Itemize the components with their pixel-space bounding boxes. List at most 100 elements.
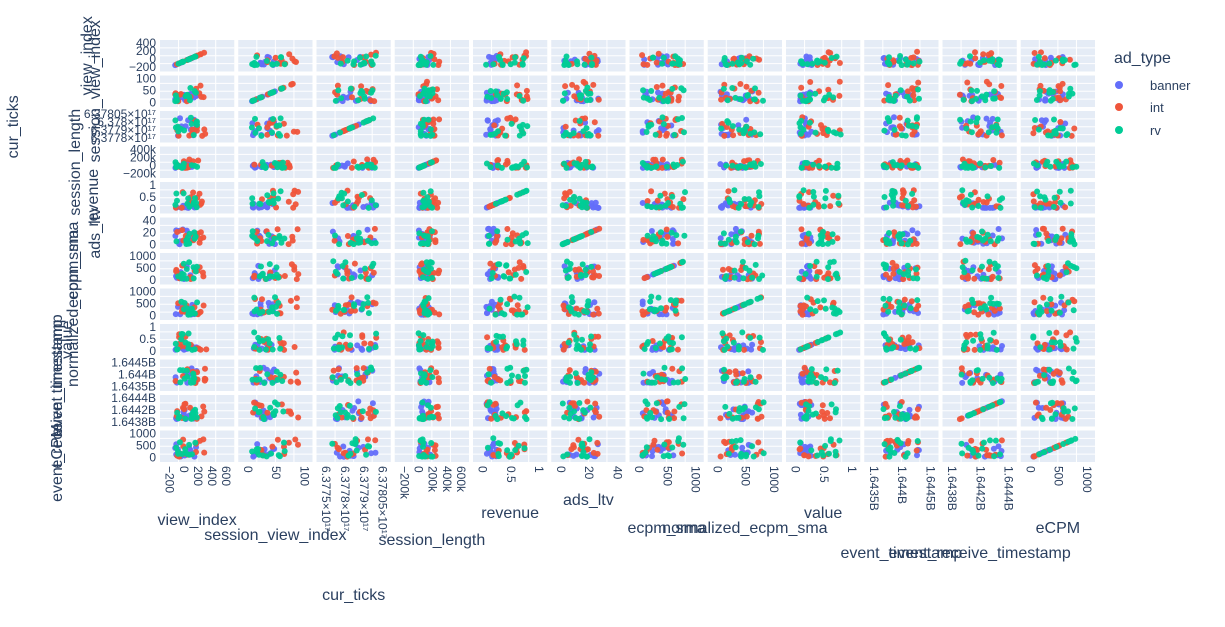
point-rv: [1046, 330, 1053, 336]
point-rv: [748, 199, 755, 206]
point-rv: [190, 132, 197, 138]
point-int: [487, 260, 494, 267]
point-rv: [253, 306, 260, 313]
point-rv: [1051, 194, 1058, 201]
point-int: [281, 273, 288, 279]
point-rv: [731, 187, 738, 194]
point-rv: [498, 164, 505, 171]
point-rv: [421, 372, 428, 379]
point-rv: [271, 235, 278, 242]
point-rv: [995, 301, 1002, 307]
point-banner: [803, 53, 810, 60]
panel-cur_ticks-vs-value: [786, 111, 861, 143]
point-rv: [365, 299, 372, 306]
panel-session_length-vs-ecpm_sma: [629, 146, 704, 178]
point-int: [497, 377, 504, 384]
panel-revenue-vs-ecpm_sma: [629, 182, 704, 214]
point-rv: [968, 87, 975, 94]
point-rv: [370, 115, 377, 122]
point-rv: [741, 126, 748, 133]
point-rv: [516, 294, 523, 301]
point-rv: [837, 131, 844, 138]
point-rv: [1072, 335, 1079, 342]
point-int: [562, 123, 569, 130]
point-banner: [987, 119, 994, 126]
point-rv: [720, 338, 727, 345]
point-rv: [330, 258, 337, 265]
point-rv: [515, 373, 522, 380]
point-rv: [588, 54, 595, 61]
panel-session_length-vs-event_timestamp: [864, 146, 939, 178]
point-int: [998, 132, 1005, 139]
point-rv: [488, 379, 495, 386]
point-int: [508, 307, 515, 314]
point-rv: [264, 192, 271, 199]
panel-session_view_index-vs-value: [786, 75, 861, 107]
point-rv: [881, 127, 888, 134]
point-int: [433, 369, 440, 376]
point-rv: [492, 200, 499, 207]
point-rv: [330, 132, 337, 139]
point-rv: [888, 345, 895, 352]
point-rv: [995, 235, 1002, 242]
point-rv: [277, 371, 284, 378]
point-rv: [643, 129, 650, 135]
point-rv: [812, 90, 819, 97]
point-rv: [264, 238, 270, 245]
point-int: [569, 81, 576, 88]
point-rv: [673, 297, 679, 304]
point-banner: [717, 204, 724, 210]
point-rv: [732, 305, 739, 312]
point-rv: [907, 305, 914, 312]
point-int: [720, 266, 726, 273]
point-rv: [1030, 240, 1037, 247]
point-rv: [194, 299, 201, 306]
point-rv: [338, 376, 344, 383]
point-int: [590, 81, 597, 88]
point-rv: [1070, 264, 1077, 270]
point-int: [964, 60, 971, 67]
point-int: [293, 304, 300, 311]
point-rv: [516, 132, 523, 139]
point-rv: [656, 340, 663, 347]
point-rv: [258, 263, 264, 270]
point-rv: [1032, 117, 1039, 123]
point-rv: [807, 306, 814, 313]
panel-ads_ltv-vs-ads_ltv: [551, 217, 626, 249]
point-rv: [664, 98, 671, 105]
point-rv: [357, 90, 364, 97]
point-rv: [812, 129, 819, 136]
panel-ecpm_sma-vs-cur_ticks: [316, 253, 391, 285]
panel-session_length-vs-normalized_ecpm_sma: [707, 146, 782, 178]
point-int: [807, 79, 814, 85]
point-rv: [644, 164, 651, 171]
point-rv: [813, 273, 820, 280]
point-rv: [968, 129, 975, 136]
point-rv: [425, 116, 432, 123]
panel-value-vs-ads_ltv: [551, 324, 626, 356]
point-rv: [178, 298, 185, 305]
point-rv: [415, 342, 422, 349]
panel-event_timestamp-vs-ads_ltv: [551, 359, 626, 391]
point-rv: [489, 270, 496, 276]
point-banner: [914, 230, 921, 237]
point-banner: [891, 114, 897, 121]
point-rv: [671, 163, 678, 170]
point-int: [175, 132, 182, 139]
point-rv: [994, 116, 1001, 123]
point-rv: [187, 311, 194, 318]
point-int: [368, 51, 375, 58]
point-int: [643, 274, 650, 281]
point-rv: [1045, 268, 1052, 275]
point-int: [806, 240, 813, 247]
point-int: [908, 55, 915, 61]
point-rv: [822, 163, 829, 170]
point-rv: [503, 89, 510, 96]
point-int: [200, 302, 207, 309]
point-rv: [910, 60, 917, 67]
point-rv: [644, 341, 650, 348]
point-rv: [804, 97, 811, 104]
point-rv: [506, 275, 513, 282]
point-rv: [248, 124, 255, 131]
point-rv: [969, 296, 975, 303]
